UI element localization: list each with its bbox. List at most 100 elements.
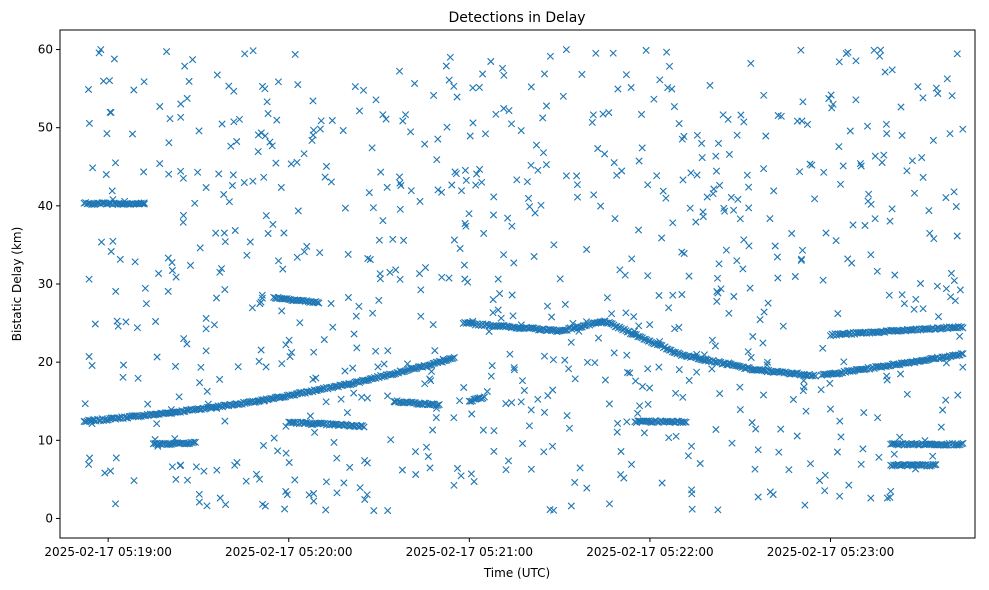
data-point-1718 [510,364,518,372]
data-point-1168 [671,325,679,333]
data-point-1590 [775,448,783,456]
data-point-1357 [177,113,185,121]
data-point-1051 [473,170,481,178]
data-point-1606 [140,199,148,207]
data-point-1434 [339,126,347,135]
data-point-1631 [601,376,609,384]
data-point-1610 [720,204,728,212]
data-point-1246 [103,130,111,138]
data-point-1378 [85,460,93,468]
data-point-1733 [740,118,748,126]
data-point-1352 [642,46,650,54]
data-point-648 [182,440,190,448]
data-point-1683 [114,322,122,330]
data-point-1062 [327,178,335,186]
data-point-1101 [733,131,741,139]
data-point-1407 [231,226,239,235]
data-point-1454 [613,428,621,436]
data-point-1517 [212,294,221,302]
data-point-1665 [532,141,541,149]
data-point-1004 [500,251,508,259]
data-point-1094 [287,160,295,168]
y-tick-label-4: 40 [38,199,53,213]
data-point-1497 [688,486,696,494]
data-point-1772 [821,487,829,495]
data-point-1748 [659,187,667,195]
data-point-1201 [86,454,94,462]
data-point-1276 [221,417,229,425]
data-point-1089 [140,168,148,176]
data-point-1208 [155,269,163,278]
data-point-1325 [608,310,616,318]
data-point-998 [264,110,272,118]
data-point-1770 [942,359,950,367]
data-point-1509 [272,159,280,167]
data-point-1270 [835,143,843,151]
data-point-134 [279,393,287,401]
data-point-1520 [736,406,744,414]
data-point-489 [811,372,820,380]
data-point-1577 [675,323,683,331]
data-point-1429 [407,187,415,195]
data-point-1297 [196,379,204,387]
data-point-1778 [679,176,687,184]
data-point-63 [173,408,181,416]
data-point-1673 [621,271,629,279]
data-point-1309 [452,170,460,178]
data-point-1184 [233,137,241,146]
data-point-1538 [480,229,488,237]
data-point-1724 [605,500,614,508]
data-point-1642 [819,344,827,352]
data-point-1134 [622,71,630,79]
data-point-1075 [737,111,745,119]
data-point-1316 [712,167,721,175]
data-point-983 [675,366,683,374]
data-point-1165 [427,367,436,375]
data-point-1640 [613,171,621,179]
data-point-1262 [715,260,723,268]
data-point-1335 [450,236,458,244]
data-point-1709 [309,375,317,383]
data-point-1142 [85,352,93,361]
data-point-1161 [747,353,755,362]
data-point-1248 [708,336,716,344]
data-point-1111 [475,83,483,91]
data-point-1202 [513,176,521,184]
data-point-1618 [286,353,294,361]
data-point-1346 [216,375,224,383]
data-point-1333 [507,120,516,128]
data-point-1097 [611,215,619,223]
data-point-1389 [303,242,311,250]
data-point-1249 [171,362,180,370]
data-point-1583 [260,397,268,405]
data-point-1598 [870,46,878,54]
data-point-1750 [658,479,666,487]
data-point-1103 [274,78,282,86]
data-point-1377 [540,448,548,456]
data-point-1488 [134,374,142,382]
data-point-1740 [285,336,293,344]
data-point-1106 [623,351,631,359]
data-point-1445 [698,139,706,147]
data-point-991 [954,391,962,399]
data-point-1360 [518,439,527,448]
data-point-1500 [417,312,425,320]
data-point-1478 [397,181,405,190]
data-point-1688 [896,370,905,378]
data-point-1603 [951,297,959,305]
data-point-584 [959,350,967,358]
data-point-1124 [263,98,271,106]
data-point-1667 [427,377,435,385]
data-point-625 [140,200,148,208]
data-point-1088 [109,196,117,204]
data-point-1681 [433,156,441,164]
data-point-1691 [422,443,431,451]
data-point-993 [130,86,138,94]
data-point-1731 [197,363,205,371]
data-point-1428 [221,238,229,246]
data-point-1766 [798,246,807,254]
data-point-1384 [102,170,110,179]
data-point-1374 [670,103,678,111]
data-point-1437 [745,204,753,212]
